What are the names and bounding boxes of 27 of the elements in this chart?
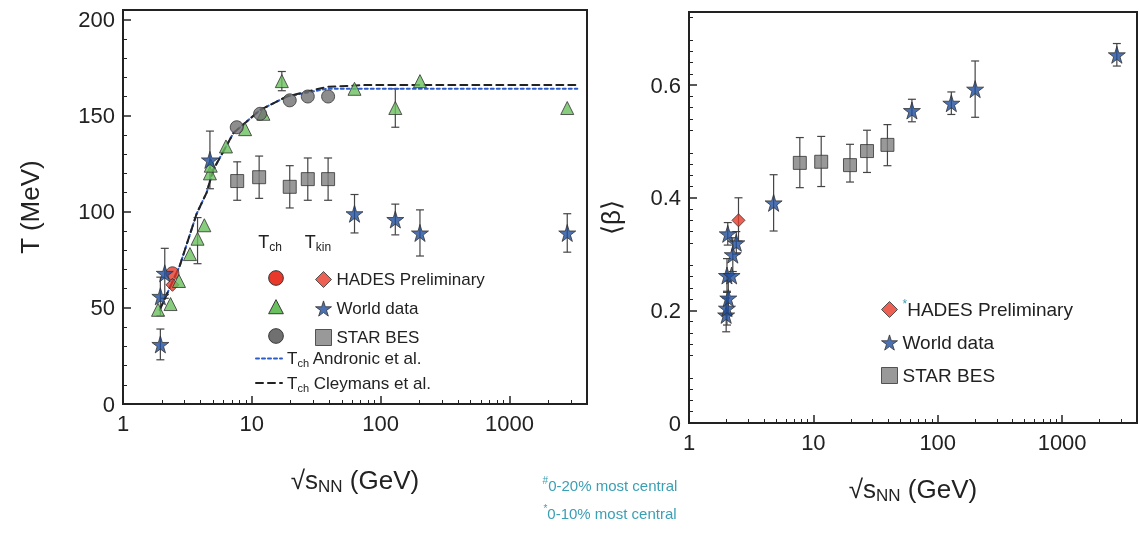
y-tick-label: 150 [78, 103, 115, 129]
legend-label: World data [336, 299, 419, 318]
text: *0-10% most central [543, 503, 677, 522]
legend-label: STAR BES [902, 365, 996, 386]
x-tick-label: 100 [919, 429, 957, 455]
y-axis-title: T (MeV) [15, 160, 45, 254]
x-tick-label: 1 [116, 410, 130, 436]
legend-label: World data [902, 332, 995, 353]
legend-label: HADES Preliminary [336, 270, 486, 289]
legend-label: STAR BES [336, 328, 420, 347]
x-tick-label: 10 [801, 429, 826, 455]
x-tick-label: 1000 [1037, 429, 1087, 455]
text: #0-20% most central [542, 475, 678, 494]
x-tick-label: 1000 [484, 410, 534, 436]
y-tick-label: 0 [668, 410, 681, 436]
x-tick-label: 100 [362, 410, 399, 436]
x-tick-label: 1 [682, 429, 696, 455]
y-tick-label: 200 [78, 7, 115, 33]
x-tick-label: 10 [239, 410, 265, 436]
y-tick-label: 0 [102, 391, 115, 417]
y-tick-label: 0.2 [650, 297, 681, 323]
y-tick-label: 100 [78, 199, 115, 225]
y-tick-label: 0.6 [650, 72, 681, 98]
y-tick-label: 50 [90, 295, 115, 321]
legend-label: *HADES Preliminary [902, 297, 1074, 320]
y-tick-label: 0.4 [650, 185, 681, 211]
y-axis-title: ⟨β⟩ [596, 200, 626, 235]
